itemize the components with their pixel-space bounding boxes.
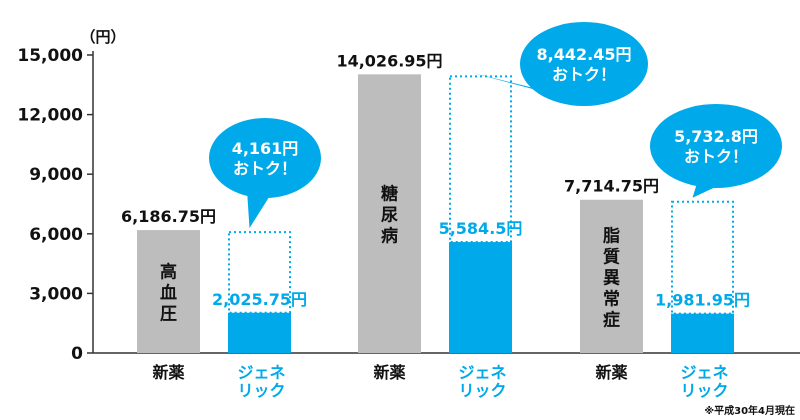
generic-drug-value-label: 5,584.5円 — [439, 219, 523, 238]
bubble-body — [650, 104, 782, 188]
y-tick-label: 15,000 — [17, 46, 83, 66]
savings-label: 8,442.45円おトク！ — [537, 45, 632, 84]
category-label: 高血圧 — [160, 262, 177, 325]
savings-outline — [228, 231, 291, 314]
x-label-generic-drug: ジェネリック — [680, 363, 728, 400]
new-drug-value-label: 7,714.75円 — [564, 177, 659, 196]
new-drug-bar — [580, 199, 643, 353]
y-tick-label: 9,000 — [29, 165, 83, 185]
new-drug-bar — [358, 74, 421, 353]
x-label-generic-drug: ジェネリック — [458, 363, 506, 400]
y-tick-label: 12,000 — [17, 106, 83, 126]
generic-drug-bar — [449, 242, 512, 353]
savings-bubble: 8,442.45円おトク！ — [470, 22, 648, 106]
bubble-body — [520, 22, 648, 106]
generic-drug-value-label: 1,981.95円 — [655, 291, 750, 310]
savings-outline — [449, 75, 512, 244]
y-tick-label: 6,000 — [29, 225, 83, 245]
category-label: 糖尿病 — [381, 184, 398, 247]
generic-drug-bar — [671, 313, 734, 353]
bars — [137, 74, 734, 353]
y-axis-unit-label: （円） — [80, 28, 125, 46]
generic-drug-bar — [228, 312, 291, 353]
x-label-new-drug: 新薬 — [373, 363, 406, 382]
x-label-generic-drug: ジェネリック — [237, 363, 285, 400]
savings-bubble: 4,161円おトク！ — [209, 118, 321, 229]
footnote: ※平成30年4月現在 — [704, 404, 795, 417]
y-tick-label: 0 — [71, 344, 83, 364]
x-label-new-drug: 新薬 — [152, 363, 185, 382]
bubble-body — [209, 118, 321, 198]
new-drug-value-label: 6,186.75円 — [121, 207, 216, 226]
savings-outline — [671, 200, 734, 315]
new-drug-bar — [137, 230, 200, 353]
y-tick-label: 3,000 — [29, 284, 83, 304]
savings-label: 5,732.8円おトク！ — [674, 127, 758, 166]
savings-label: 4,161円おトク！ — [232, 139, 299, 178]
axes: 0 3,000 6,000 9,000 12,000 15,000 — [17, 46, 800, 364]
generic-drug-value-label: 2,025.75円 — [212, 290, 307, 309]
savings-bubble: 5,732.8円おトク！ — [650, 104, 782, 198]
bubble-tail — [247, 190, 271, 229]
new-drug-value-label: 14,026.95円 — [336, 51, 442, 70]
x-label-new-drug: 新薬 — [595, 363, 628, 382]
category-label: 脂質異常症 — [603, 226, 620, 330]
